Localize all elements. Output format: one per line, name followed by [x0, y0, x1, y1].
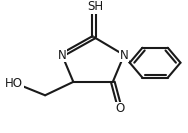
Text: HO: HO: [5, 77, 23, 90]
Text: N: N: [58, 49, 66, 62]
Text: O: O: [116, 102, 125, 115]
Text: SH: SH: [87, 0, 103, 13]
Text: N: N: [120, 49, 128, 62]
